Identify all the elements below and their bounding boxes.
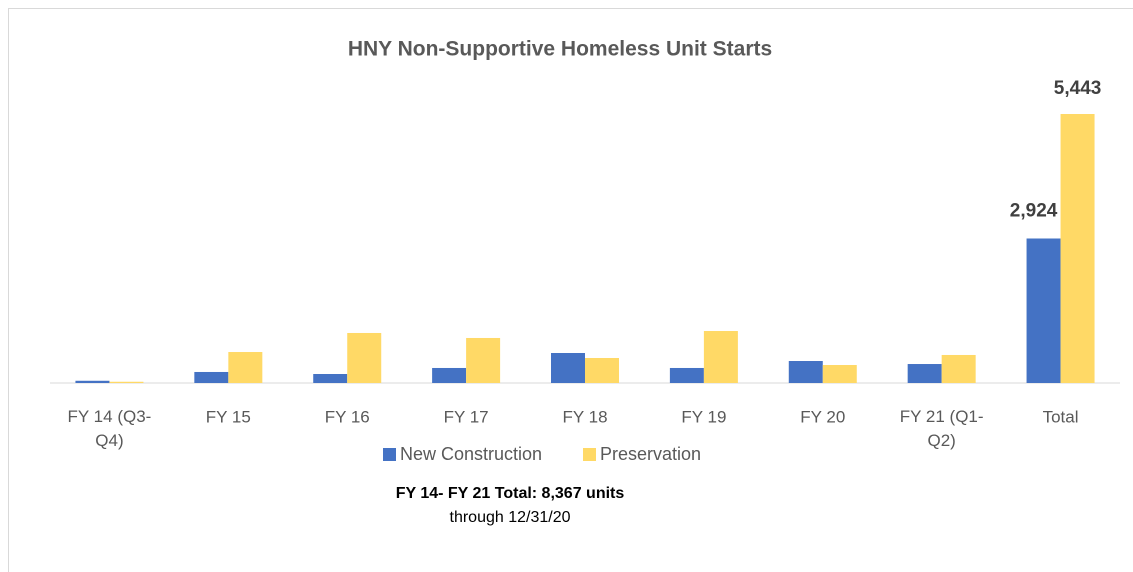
legend-label: New Construction (400, 444, 542, 464)
x-tick-label-line: FY 21 (Q1- (900, 407, 984, 426)
chart-title: HNY Non-Supportive Homeless Unit Starts (348, 38, 772, 61)
bar (822, 365, 857, 383)
bar (109, 381, 144, 383)
bar (907, 364, 942, 383)
x-tick-label-line: FY 14 (Q3- (68, 407, 152, 426)
annotation: through 12/31/20 (450, 509, 571, 526)
annotation: FY 14- FY 21 Total: 8,367 units (396, 485, 625, 502)
data-label: 2,924 (1010, 201, 1058, 222)
legend-swatch (583, 448, 596, 461)
x-tick-label: FY 15 (206, 407, 251, 426)
bar (703, 331, 738, 383)
bar (585, 357, 619, 383)
legend-label: Preservation (600, 444, 701, 464)
bar (228, 352, 263, 383)
bar (347, 332, 382, 383)
bar (194, 371, 229, 383)
bar (1026, 238, 1061, 383)
bar (466, 337, 501, 383)
bar (1060, 114, 1095, 383)
x-tick-label: FY 16 (325, 407, 370, 426)
x-tick-label: FY 18 (562, 407, 607, 426)
x-tick-label: FY 20 (800, 407, 845, 426)
bar (788, 361, 823, 383)
x-tick-label: Total (1043, 407, 1079, 426)
bar (432, 367, 467, 383)
bar (75, 380, 110, 383)
x-tick-label: FY 19 (681, 407, 726, 426)
x-tick-label-line: Q2) (927, 431, 955, 450)
x-tick-label: FY 17 (444, 407, 489, 426)
bar (551, 353, 585, 383)
bar (669, 367, 704, 383)
x-tick-label-line: Q4) (95, 431, 123, 450)
bar (941, 354, 976, 383)
x-tick-label: FY 21 (Q1- Q2) (900, 407, 984, 450)
bar (313, 374, 348, 383)
data-label: 5,443 (1054, 78, 1102, 99)
legend-swatch (383, 448, 396, 461)
chart-border (8, 8, 1133, 572)
x-tick-label: FY 14 (Q3- Q4) (68, 407, 152, 450)
